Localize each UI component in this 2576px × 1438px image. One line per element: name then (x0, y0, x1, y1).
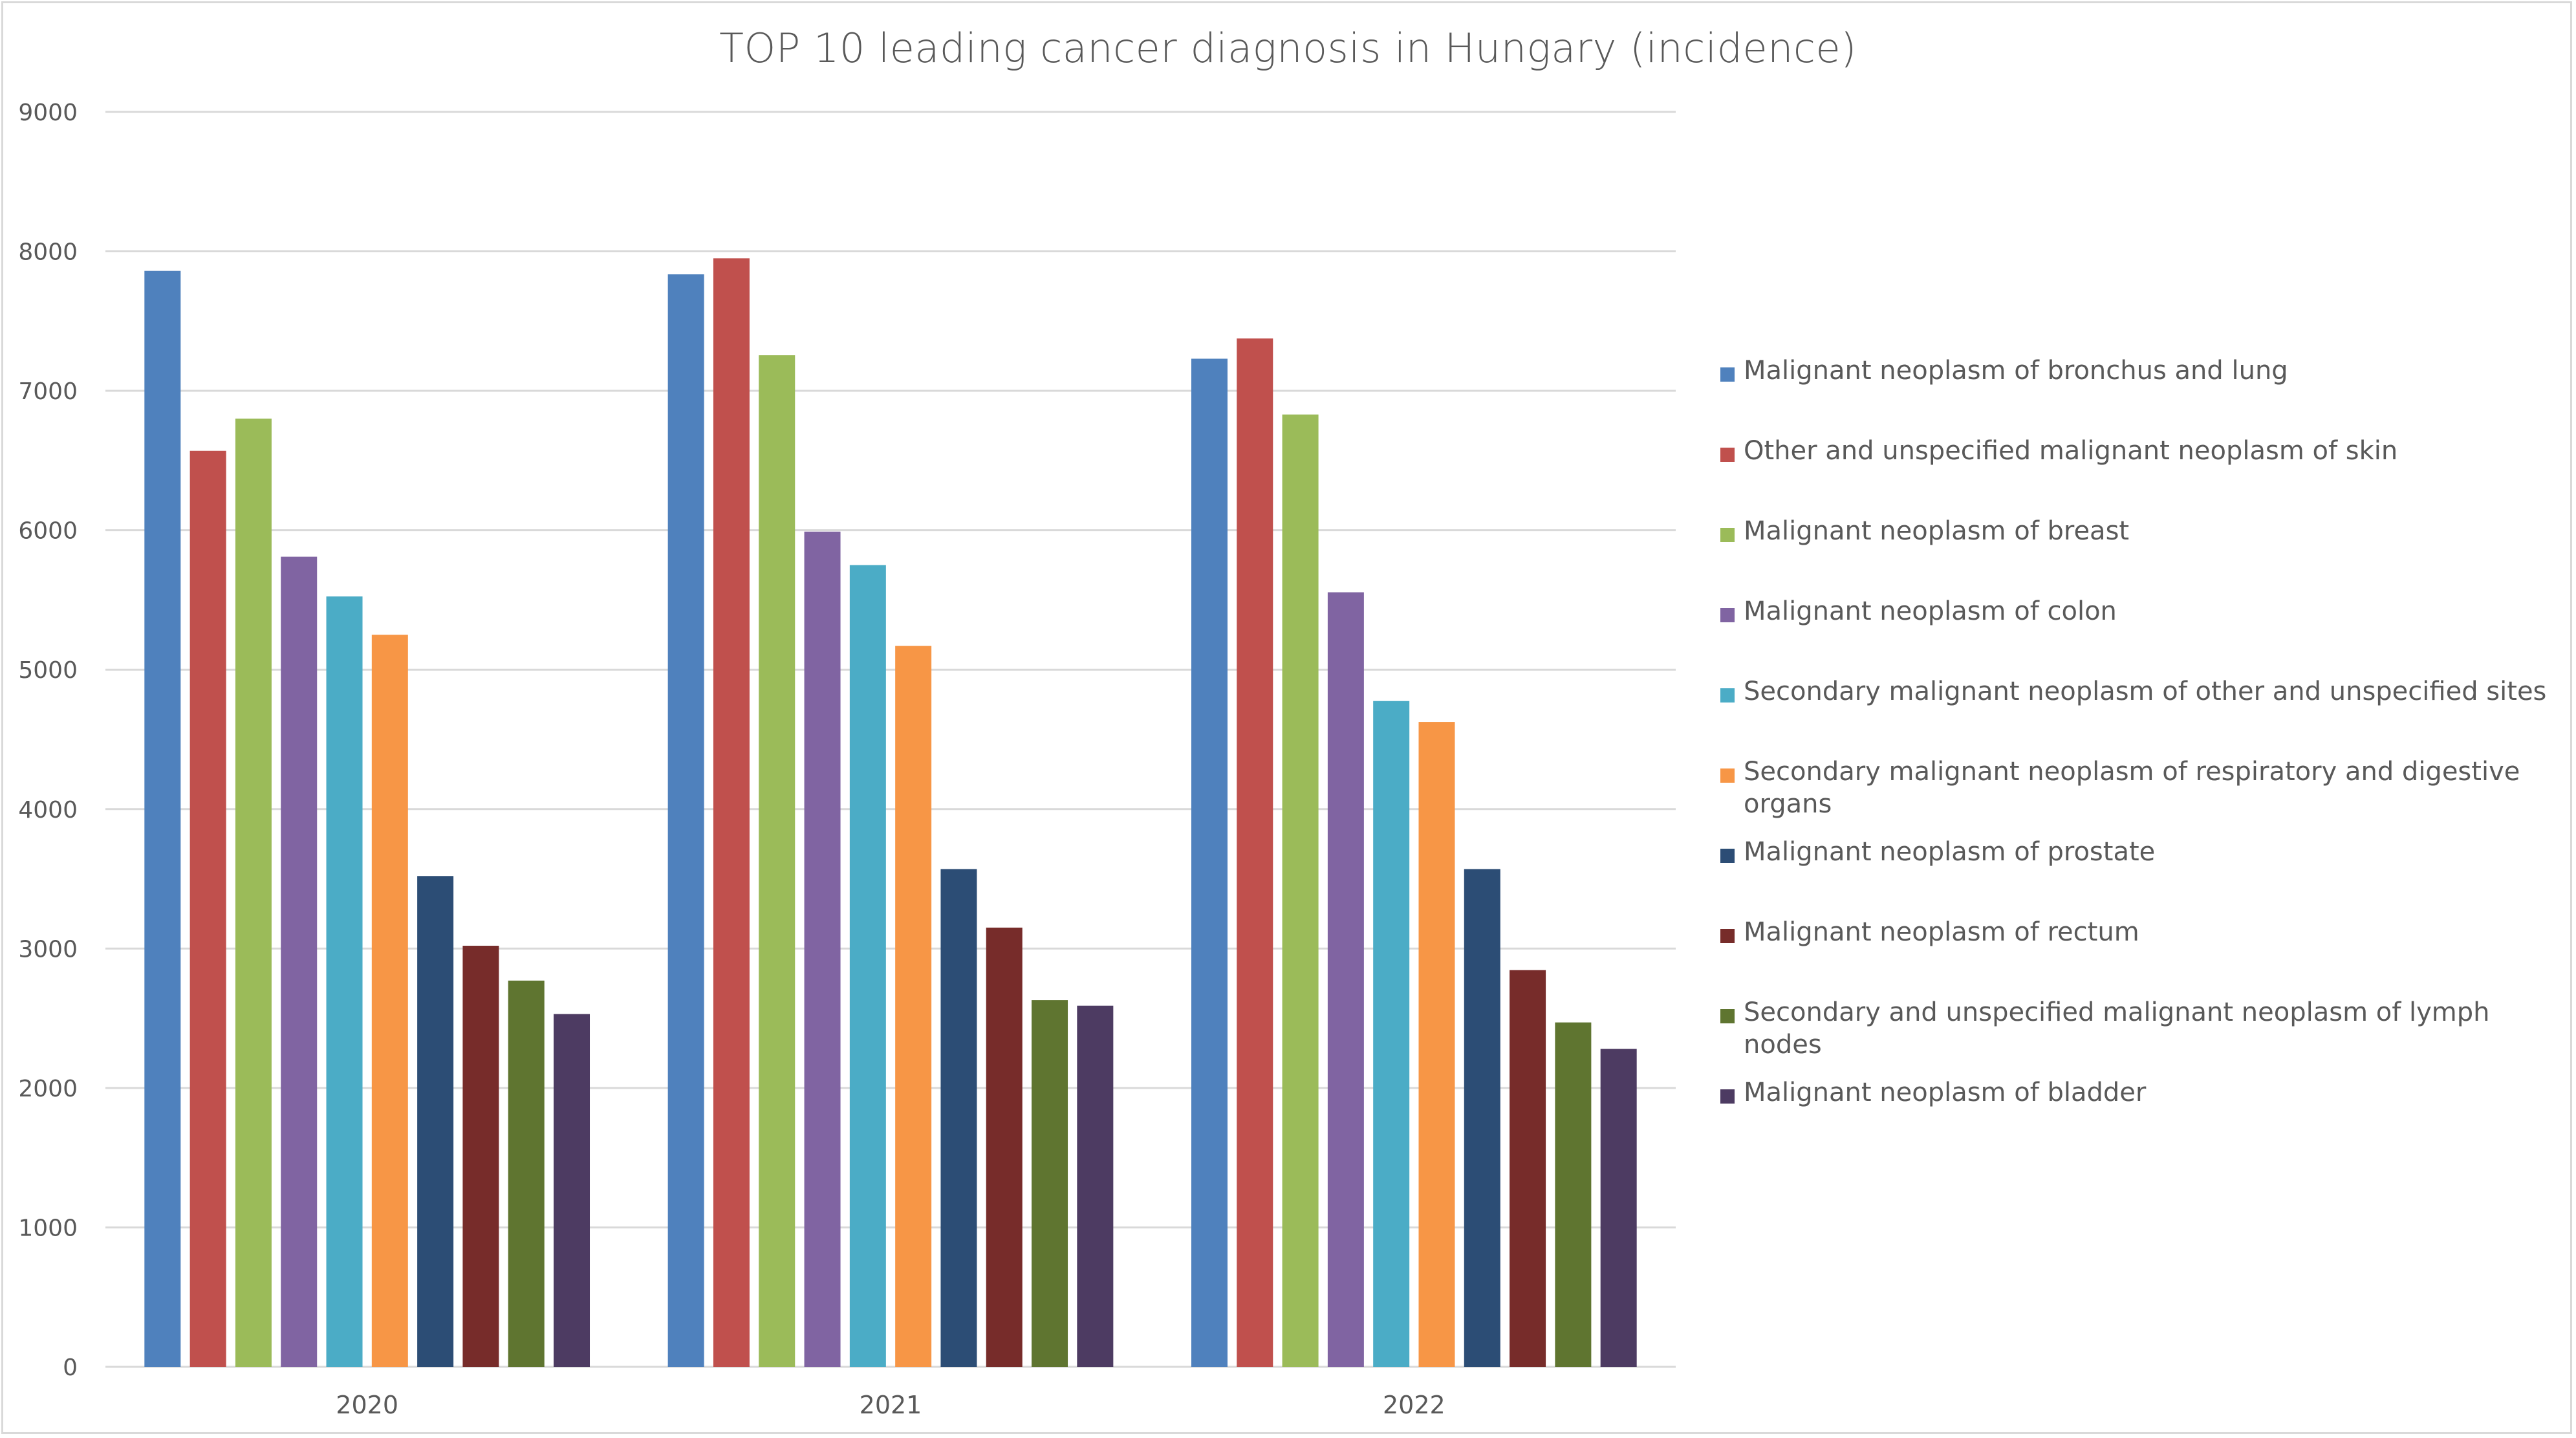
legend-item: Malignant neoplasm of bladder (1720, 1076, 2561, 1157)
legend-swatch-icon (1720, 528, 1735, 542)
y-tick-label: 6000 (18, 518, 78, 545)
legend-label: Malignant neoplasm of colon (1744, 596, 2117, 626)
y-tick-label: 8000 (18, 239, 78, 266)
bar (1191, 358, 1228, 1367)
bar (804, 531, 841, 1367)
legend-swatch-icon (1720, 608, 1735, 622)
x-tick-label: 2020 (336, 1391, 398, 1419)
legend-swatch-icon (1720, 929, 1735, 943)
legend-label: Malignant neoplasm of prostate (1744, 837, 2156, 867)
legend-swatch-icon (1720, 1009, 1735, 1023)
legend-item: Malignant neoplasm of colon (1720, 595, 2561, 675)
legend-label: Secondary malignant neoplasm of other an… (1744, 677, 2547, 706)
y-tick-label: 1000 (18, 1215, 78, 1241)
y-tick-label: 5000 (18, 657, 78, 684)
x-tick-label: 2021 (860, 1391, 922, 1419)
legend-label: Malignant neoplasm of bladder (1744, 1078, 2147, 1107)
bar (1327, 592, 1364, 1367)
legend-item: Malignant neoplasm of prostate (1720, 836, 2561, 916)
bar (326, 596, 363, 1367)
legend-item: Malignant neoplasm of rectum (1720, 916, 2561, 996)
bar (759, 355, 796, 1367)
legend-label: Malignant neoplasm of rectum (1744, 917, 2139, 947)
chart-title: TOP 10 leading cancer diagnosis in Hunga… (719, 25, 1857, 72)
legend-swatch-icon (1720, 849, 1735, 863)
legend-label: Malignant neoplasm of breast (1744, 516, 2130, 546)
bar (235, 419, 272, 1367)
bar (1600, 1049, 1637, 1367)
bar (1032, 1000, 1068, 1367)
x-tick-label: 2022 (1383, 1391, 1445, 1419)
legend-swatch-icon (1720, 768, 1735, 783)
bar (417, 876, 454, 1367)
bar (508, 980, 545, 1367)
bar (1282, 414, 1319, 1367)
legend-swatch-icon (1720, 448, 1735, 462)
bar (1510, 970, 1546, 1367)
bar (554, 1014, 590, 1367)
bars (144, 258, 1637, 1367)
legend-label: Secondary malignant neoplasm of respirat… (1744, 757, 2520, 819)
legend-swatch-icon (1720, 688, 1735, 703)
bar (1077, 1005, 1114, 1367)
bar (713, 258, 750, 1367)
bar (1237, 338, 1273, 1367)
bar (371, 635, 408, 1367)
legend-item: Secondary and unspecified malignant neop… (1720, 996, 2561, 1076)
y-tick-label: 0 (63, 1355, 78, 1381)
bar (849, 565, 886, 1367)
y-tick-label: 3000 (18, 936, 78, 963)
legend-swatch-icon (1720, 367, 1735, 382)
bar (462, 946, 499, 1367)
bar (144, 270, 181, 1367)
y-tick-label: 2000 (18, 1076, 78, 1102)
legend-item: Malignant neoplasm of bronchus and lung (1720, 354, 2561, 435)
legend-item: Malignant neoplasm of breast (1720, 515, 2561, 595)
bar (1464, 869, 1500, 1367)
legend-item: Other and unspecified malignant neoplasm… (1720, 435, 2561, 515)
legend: Malignant neoplasm of bronchus and lung O… (1720, 354, 2561, 1157)
bar (895, 646, 932, 1367)
legend-swatch-icon (1720, 1089, 1735, 1104)
y-tick-label: 4000 (18, 797, 78, 823)
legend-label: Secondary and unspecified malignant neop… (1744, 997, 2490, 1060)
bar (189, 450, 226, 1367)
legend-label: Other and unspecified malignant neoplasm… (1744, 436, 2398, 466)
bar (1555, 1022, 1592, 1367)
bar (986, 928, 1023, 1367)
x-axis: 2020 2021 2022 (336, 1391, 1445, 1419)
gridlines (105, 111, 1676, 1368)
bar (281, 556, 318, 1367)
y-axis: 0 1000 2000 3000 4000 5000 6000 7000 8000 9000 (18, 100, 78, 1381)
bar (1418, 722, 1455, 1367)
y-tick-label: 7000 (18, 378, 78, 405)
y-tick-label: 9000 (18, 100, 78, 126)
bar (940, 869, 977, 1367)
bar (667, 274, 704, 1367)
legend-label: Malignant neoplasm of bronchus and lung (1744, 356, 2288, 386)
legend-item: Secondary malignant neoplasm of respirat… (1720, 756, 2561, 836)
bar (1373, 701, 1410, 1367)
legend-item: Secondary malignant neoplasm of other an… (1720, 675, 2561, 756)
